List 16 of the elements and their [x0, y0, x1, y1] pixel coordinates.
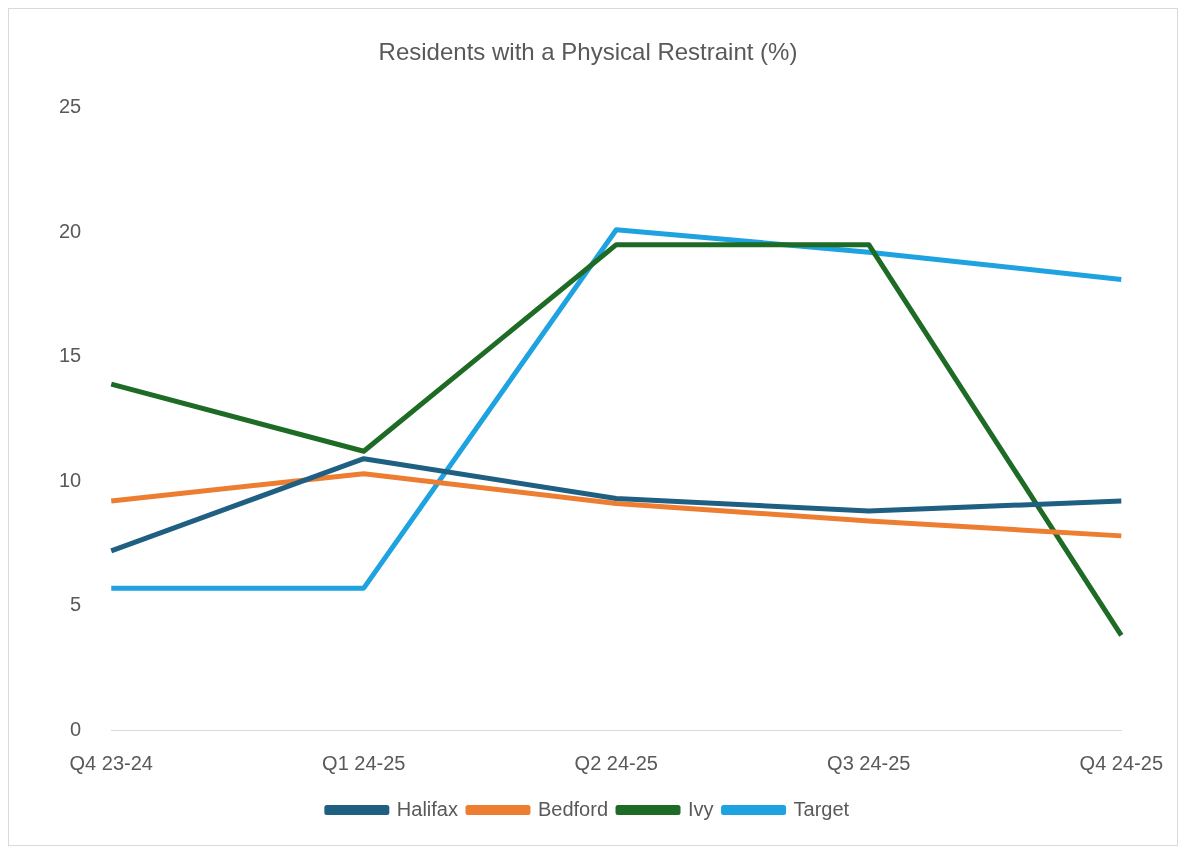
legend-label: Target [793, 797, 850, 820]
x-tick-label: Q3 24-25 [827, 751, 911, 774]
legend-label: Bedford [537, 797, 609, 820]
y-tick-label: 5 [70, 593, 82, 616]
x-tick-label: Q4 24-25 [1079, 751, 1163, 774]
x-tick-label: Q2 24-25 [574, 751, 658, 774]
y-tick-label: 0 [70, 717, 82, 740]
x-tick-label: Q4 23-24 [69, 751, 153, 774]
legend-label: Ivy [688, 797, 714, 820]
y-tick-label: 20 [59, 219, 82, 242]
legend-label: Halifax [396, 797, 458, 820]
x-tick-label: Q1 24-25 [322, 751, 406, 774]
y-tick-label: 10 [59, 468, 82, 491]
y-tick-label: 15 [59, 344, 82, 367]
y-tick-label: 25 [59, 95, 82, 118]
chart-title: Residents with a Physical Restraint (%) [378, 38, 798, 66]
